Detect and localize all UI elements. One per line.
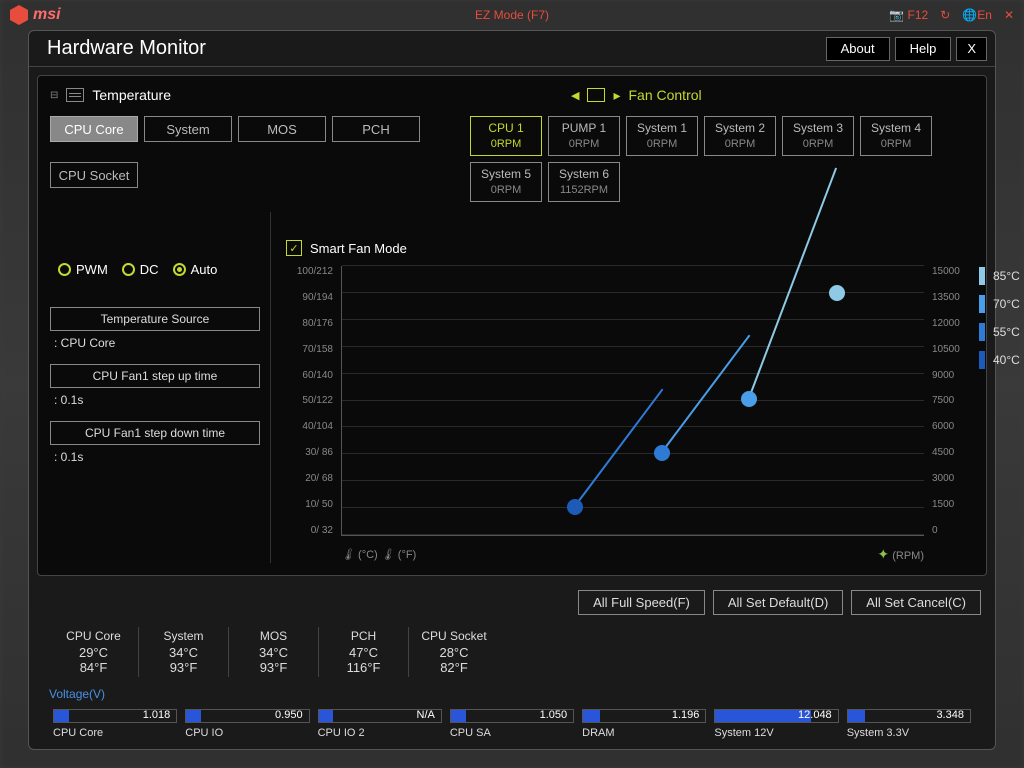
smart-fan-checkbox[interactable]: ✓ xyxy=(286,240,302,256)
auto-radio[interactable]: Auto xyxy=(173,262,218,277)
temp-source-value: : CPU Core xyxy=(50,334,260,364)
voltage-reading: 12.048System 12V xyxy=(710,709,842,739)
step-up-value: : 0.1s xyxy=(50,391,260,421)
fan-select-button[interactable]: System 30RPM xyxy=(782,116,854,156)
voltage-section-label: Voltage(V) xyxy=(29,683,995,709)
temp-reading: MOS34°C93°F xyxy=(229,627,319,677)
all-set-cancel-button[interactable]: All Set Cancel(C) xyxy=(851,590,981,615)
fan-curve-point[interactable] xyxy=(567,499,583,515)
all-set-default-button[interactable]: All Set Default(D) xyxy=(713,590,843,615)
legend-row: 85°C185°F12.00V xyxy=(979,267,1024,285)
temp-source-button[interactable]: CPU Core xyxy=(50,116,138,142)
lang-icon[interactable]: 🌐En xyxy=(962,8,992,22)
msi-logo: msi xyxy=(10,5,61,25)
hardware-monitor-window: Hardware Monitor About Help X ⊟ Temperat… xyxy=(28,30,996,750)
voltage-reading: 1.050CPU SA xyxy=(446,709,578,739)
fan-curve-chart[interactable] xyxy=(341,266,924,536)
fan-curve-point[interactable] xyxy=(741,391,757,407)
voltage-reading: N/ACPU IO 2 xyxy=(314,709,446,739)
window-title: Hardware Monitor xyxy=(47,37,821,60)
temp-source-button[interactable]: System xyxy=(144,116,232,142)
fan-select-button[interactable]: System 50RPM xyxy=(470,162,542,202)
all-full-speed-button[interactable]: All Full Speed(F) xyxy=(578,590,705,615)
fan-select-button[interactable]: System 10RPM xyxy=(626,116,698,156)
fan-select-button[interactable]: System 20RPM xyxy=(704,116,776,156)
fan-curve-point[interactable] xyxy=(654,445,670,461)
refresh-icon[interactable]: ↻ xyxy=(940,8,950,22)
voltage-reading: 1.196DRAM xyxy=(578,709,710,739)
pwm-radio[interactable]: PWM xyxy=(58,262,108,277)
voltage-reading: 1.018CPU Core xyxy=(49,709,181,739)
legend-row: 70°C158°F7.56V xyxy=(979,295,1024,313)
help-button[interactable]: Help xyxy=(895,37,952,61)
fan-control-section[interactable]: ◀ ▸ Fan Control xyxy=(571,87,702,104)
temp-source-button[interactable]: Temperature Source xyxy=(50,307,260,331)
temp-reading: System34°C93°F xyxy=(139,627,229,677)
temp-source-button[interactable]: CPU Socket xyxy=(50,162,138,188)
step-down-value: : 0.1s xyxy=(50,448,260,478)
temperature-icon xyxy=(66,88,84,102)
close-button[interactable]: X xyxy=(956,37,987,61)
temp-reading: CPU Core29°C84°F xyxy=(49,627,139,677)
temperature-section: ⊟ Temperature xyxy=(50,87,171,103)
fan-curve-point[interactable] xyxy=(829,285,845,301)
chevron-left-icon[interactable]: ◀ xyxy=(571,89,579,102)
fan-select-button[interactable]: System 61152RPM xyxy=(548,162,620,202)
fan-select-button[interactable]: System 40RPM xyxy=(860,116,932,156)
step-down-button[interactable]: CPU Fan1 step down time xyxy=(50,421,260,445)
smart-fan-label: Smart Fan Mode xyxy=(310,241,407,256)
temp-reading: PCH47°C116°F xyxy=(319,627,409,677)
temp-source-button[interactable]: PCH xyxy=(332,116,420,142)
step-up-button[interactable]: CPU Fan1 step up time xyxy=(50,364,260,388)
fan-select-button[interactable]: PUMP 10RPM xyxy=(548,116,620,156)
temp-reading: CPU Socket28°C82°F xyxy=(409,627,499,677)
voltage-reading: 0.950CPU IO xyxy=(181,709,313,739)
legend-row: 55°C131°F4.56V xyxy=(979,323,1024,341)
about-button[interactable]: About xyxy=(826,37,890,61)
voltage-reading: 3.348System 3.3V xyxy=(843,709,975,739)
legend-row: 40°C104°F1.56V xyxy=(979,351,1024,369)
close-bg-icon[interactable]: ✕ xyxy=(1004,8,1014,22)
dc-radio[interactable]: DC xyxy=(122,262,159,277)
fan-rpm-icon: ✦ xyxy=(877,546,889,562)
fan-icon xyxy=(587,88,605,102)
screenshot-icon[interactable]: 📷 F12 xyxy=(889,8,928,22)
fan-select-button[interactable]: CPU 10RPM xyxy=(470,116,542,156)
thermometer-icon: 🌡 xyxy=(341,549,355,561)
temp-source-button[interactable]: MOS xyxy=(238,116,326,142)
ez-mode-label[interactable]: EZ Mode (F7) xyxy=(475,8,549,22)
